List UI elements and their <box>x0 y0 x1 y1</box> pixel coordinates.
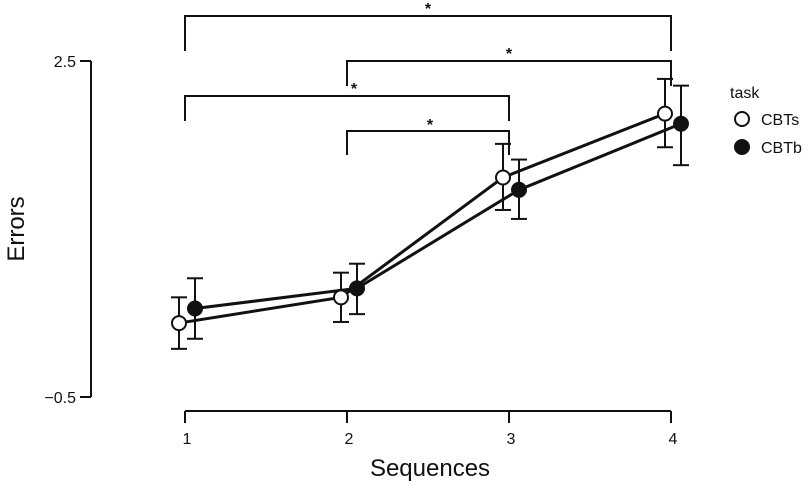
significance-bracket <box>184 15 672 51</box>
data-point-cbts <box>171 315 187 332</box>
significance-star: * <box>427 117 434 134</box>
y-tick-label: −0.5 <box>44 390 76 407</box>
legend: task CBTs CBTb <box>730 85 802 157</box>
series-line-cbtb <box>194 122 682 311</box>
significance-brackets: * * * * <box>184 1 672 155</box>
data-point-cbtb <box>673 115 689 132</box>
data-point-cbtb <box>187 300 203 317</box>
x-axis-title: Sequences <box>370 455 490 482</box>
y-axis-title: Errors <box>3 196 30 261</box>
significance-bracket <box>346 130 510 155</box>
legend-marker-open-circle <box>734 111 750 127</box>
x-tick-label: 2 <box>345 431 354 448</box>
data-point-cbts <box>495 169 511 186</box>
x-tick-label: 4 <box>669 431 678 448</box>
series-lines <box>178 112 682 325</box>
series-layer <box>171 77 689 350</box>
data-point-cbts <box>333 289 349 306</box>
legend-label-cbts: CBTs <box>761 112 799 129</box>
x-tick-label: 1 <box>183 431 192 448</box>
data-point-cbtb <box>349 280 365 297</box>
legend-label-cbtb: CBTb <box>761 140 802 157</box>
data-points <box>171 105 689 332</box>
significance-star: * <box>351 81 358 98</box>
legend-title: task <box>730 85 760 102</box>
data-point-cbtb <box>511 181 527 198</box>
significance-bracket <box>346 60 672 86</box>
significance-star: * <box>425 1 432 18</box>
series-line-cbts <box>178 112 666 325</box>
legend-marker-filled-circle <box>734 139 750 155</box>
x-tick-label: 3 <box>507 431 516 448</box>
significance-bracket <box>184 95 510 121</box>
y-tick-label: 2.5 <box>54 54 76 71</box>
data-point-cbts <box>657 105 673 122</box>
significance-star: * <box>506 46 513 63</box>
